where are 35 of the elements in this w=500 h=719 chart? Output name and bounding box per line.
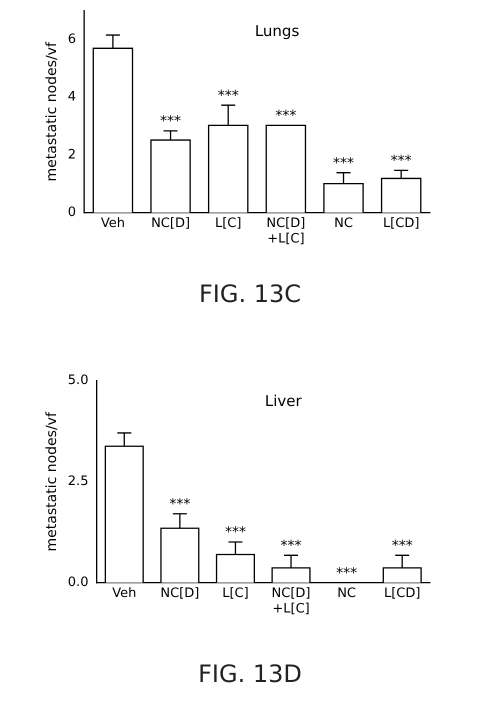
x-tick-label: L[C]: [214, 216, 242, 231]
text: Liver: [264, 392, 302, 410]
x-tick-label: NC[D]: [151, 216, 190, 231]
annotation: ***: [169, 496, 190, 512]
x-tick-label: L[CD]: [382, 216, 420, 231]
x-tick-label: NC[D] +L[C]: [266, 216, 306, 247]
y-tick-label: 0: [68, 205, 76, 220]
y-tick-label: 2: [68, 147, 76, 162]
annotation: ***: [336, 565, 358, 582]
x-tick-label: L[CD]: [384, 586, 420, 601]
annotation: ***: [224, 524, 246, 541]
text: Lungs: [254, 22, 300, 40]
y-tick-label: 0.0: [68, 575, 88, 590]
caption: FIG. 13D: [197, 660, 303, 688]
x-tick-label: Veh: [100, 216, 125, 231]
y-tick-label: 2.5: [68, 474, 88, 490]
annotation: ***: [218, 88, 239, 104]
caption: FIG. 13C: [198, 280, 302, 308]
annotation: ***: [160, 113, 182, 130]
annotation: ***: [392, 538, 413, 554]
x-tick-label: NC[D] +L[C]: [272, 586, 311, 617]
annotation: ***: [390, 153, 412, 170]
annotation: ***: [275, 108, 296, 124]
x-tick-label: NC: [337, 586, 356, 601]
x-tick-label: NC[D]: [160, 586, 200, 601]
annotation: ***: [333, 155, 354, 172]
y-tick-label: 6: [68, 32, 76, 48]
y-tick-label: 5.0: [68, 373, 88, 388]
y-axis-title: metastatic nodes/vf: [44, 41, 60, 182]
x-tick-label: Veh: [112, 586, 136, 601]
x-tick-label: L[C]: [222, 586, 249, 601]
y-axis-title: metastatic nodes/vf: [44, 411, 60, 552]
x-tick-label: NC: [334, 216, 353, 231]
y-tick-label: 4: [68, 90, 76, 105]
annotation: ***: [280, 538, 302, 554]
